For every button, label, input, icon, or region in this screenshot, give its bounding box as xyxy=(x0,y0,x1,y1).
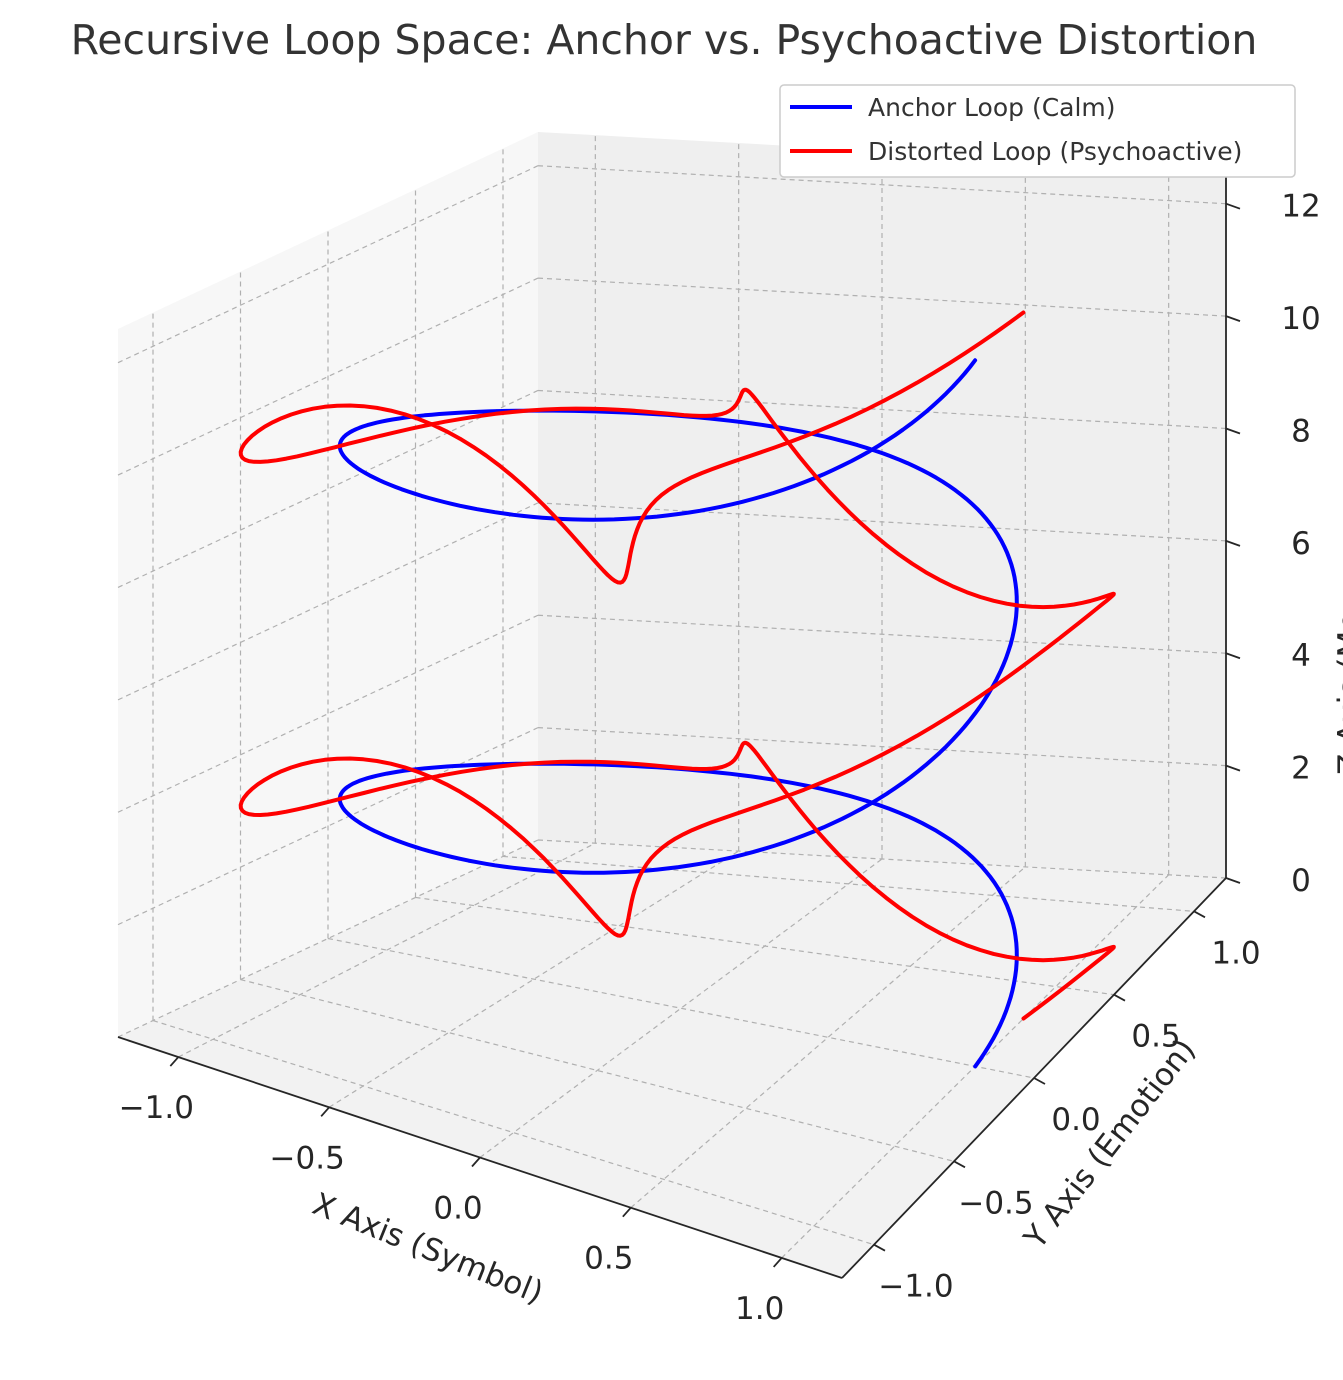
z-tick-mark xyxy=(1225,764,1241,772)
x-tick-mark xyxy=(320,1106,330,1117)
legend-box xyxy=(779,84,1296,178)
x-tick-mark xyxy=(622,1207,632,1218)
grid-back-z-1 xyxy=(537,727,1227,767)
grid-floor-x-0 xyxy=(178,842,596,1058)
y-tick-label: 0.5 xyxy=(1131,1019,1180,1055)
grid-floor-y-2 xyxy=(327,937,1035,1079)
y-tick-label: −1.0 xyxy=(878,1269,953,1305)
x-tick-label: 1.0 xyxy=(735,1291,784,1327)
x-tick-label: −1.0 xyxy=(119,1090,194,1126)
x-tick-label: 0.5 xyxy=(584,1241,633,1277)
grid-back-z-5 xyxy=(537,277,1227,317)
grid-floor-x-3 xyxy=(630,866,1026,1209)
z-tick-label: 12 xyxy=(1281,189,1320,225)
chart-title: Recursive Loop Space: Anchor vs. Psychoa… xyxy=(71,16,1258,64)
x-tick-mark xyxy=(471,1156,481,1168)
z-tick-label: 4 xyxy=(1291,638,1311,674)
x-tick-mark xyxy=(772,1257,783,1268)
z-axis-label: Z Axis (Memory Depth) xyxy=(1332,415,1343,775)
legend: Anchor Loop (Calm) Distorted Loop (Psych… xyxy=(779,84,1296,178)
z-tick-label: 8 xyxy=(1291,413,1311,449)
tick-labels: −1.0 −0.5 0.0 0.5 1.0 −1.0 −0.5 0.0 0.5 1.0 0 2 4 6 8 1… xyxy=(119,189,1321,1327)
grid-back-z-2 xyxy=(537,614,1227,654)
y-tick-mark xyxy=(873,1243,886,1252)
series-line-1 xyxy=(238,310,1116,1021)
grid-back-z-6 xyxy=(537,165,1227,205)
y-tick-label: 1.0 xyxy=(1211,935,1260,971)
z-tick-mark xyxy=(1225,315,1241,322)
z-tick-label: 2 xyxy=(1291,751,1311,787)
grid-floor-y-3 xyxy=(415,896,1115,996)
y-tick-mark xyxy=(1193,910,1206,919)
x-tick-label: −0.5 xyxy=(270,1140,345,1176)
y-tick-label: 0.0 xyxy=(1051,1102,1100,1138)
y-tick-mark xyxy=(953,1160,966,1169)
x-tick-label: 0.0 xyxy=(433,1191,482,1227)
x-axis-label: X Axis (Symbol) xyxy=(307,1186,548,1311)
z-tick-mark xyxy=(1225,540,1241,547)
z-tick-mark xyxy=(1225,427,1241,435)
z-tick-label: 10 xyxy=(1281,301,1320,337)
z-tick-mark xyxy=(1225,202,1241,210)
grid-back-z-0 xyxy=(537,839,1227,879)
x-tick-mark xyxy=(169,1056,180,1067)
grid-back-z-4 xyxy=(537,389,1227,430)
grid-back-z-3 xyxy=(537,502,1227,542)
grid-floor-y-4 xyxy=(502,855,1195,912)
data-series xyxy=(238,310,1116,1069)
legend-label-anchor: Anchor Loop (Calm) xyxy=(868,93,1116,122)
legend-label-distorted: Distorted Loop (Psychoactive) xyxy=(868,137,1242,166)
y-tick-mark xyxy=(1113,993,1126,1002)
z-tick-mark xyxy=(1225,652,1241,660)
z-tick-mark xyxy=(1225,877,1241,884)
z-tick-label: 6 xyxy=(1291,526,1311,562)
grid-floor-y-1 xyxy=(240,978,955,1162)
grid-floor-x-2 xyxy=(479,858,883,1158)
z-tick-label: 0 xyxy=(1291,863,1311,899)
y-tick-label: −0.5 xyxy=(958,1185,1033,1221)
floor-pane xyxy=(118,840,1226,1278)
y-tick-mark xyxy=(1033,1077,1046,1085)
